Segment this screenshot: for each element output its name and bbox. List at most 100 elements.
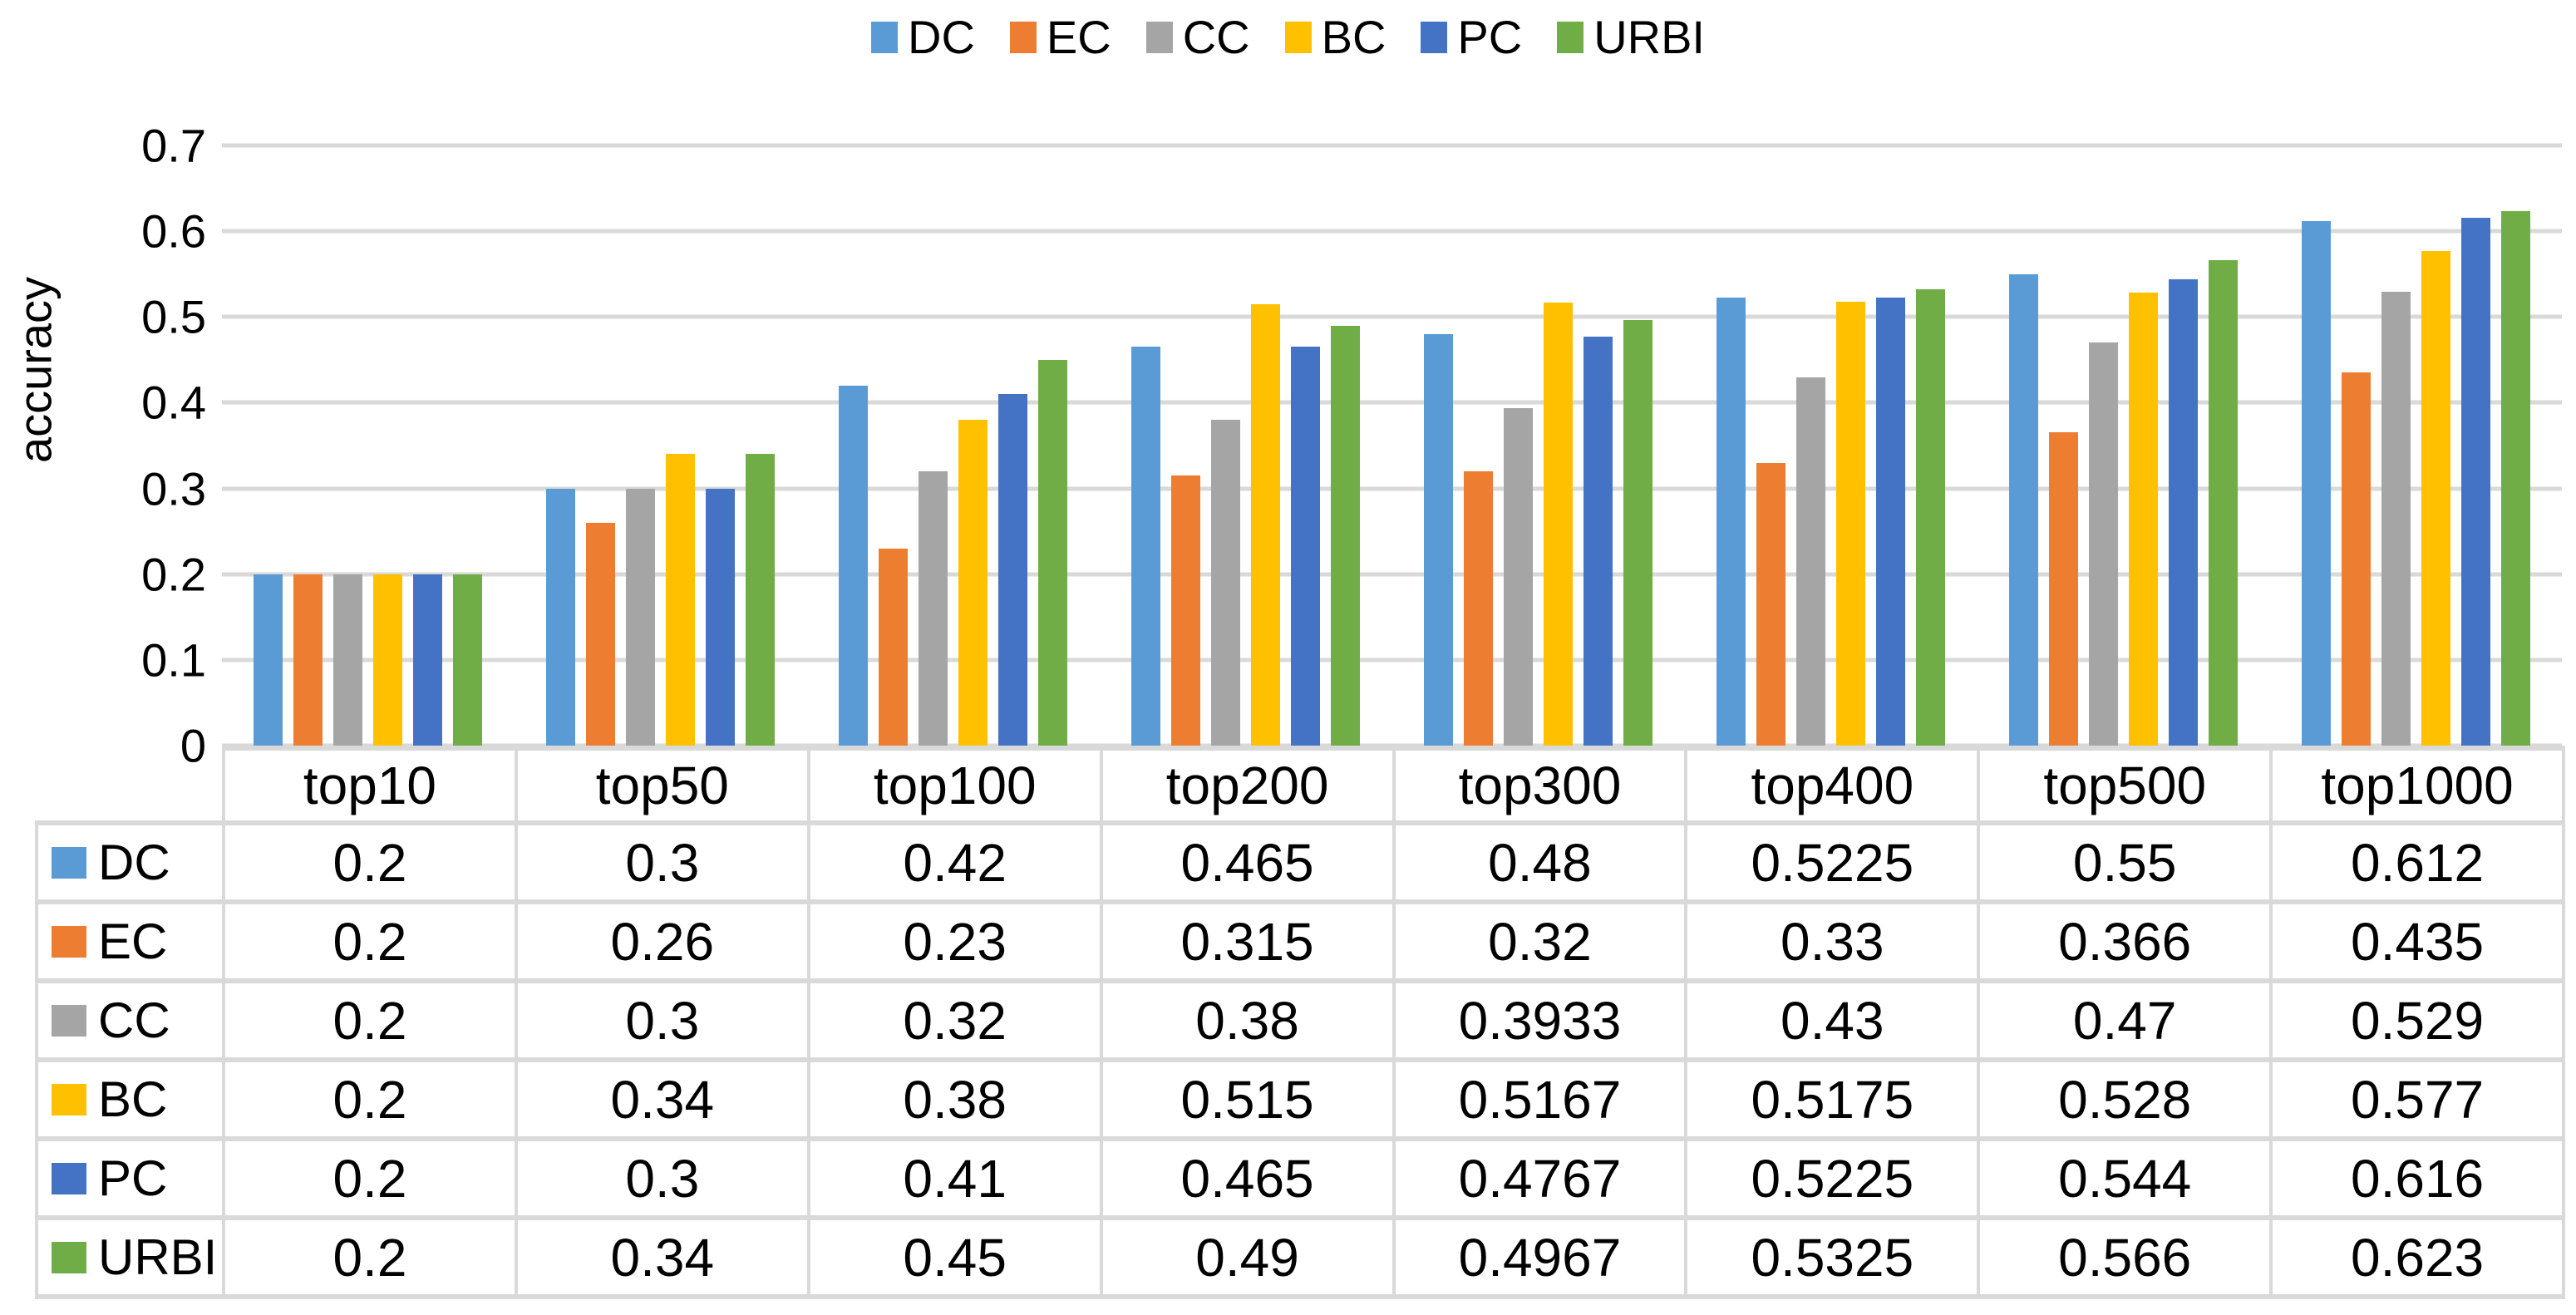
row-swatch-icon bbox=[52, 925, 86, 958]
gridline bbox=[222, 314, 2562, 319]
table-row-cc: CC 0.2 0.3 0.32 0.38 0.3933 0.43 0.47 0.529 bbox=[35, 978, 2565, 1062]
legend-swatch-icon bbox=[1284, 21, 1312, 53]
bar-pc-top1000 bbox=[2460, 217, 2490, 746]
bar-pc-top200 bbox=[1291, 347, 1321, 746]
row-swatch-icon bbox=[52, 846, 86, 879]
table-cell-dc-top500: 0.55 bbox=[1977, 820, 2273, 904]
table-cell-cc-top300: 0.3933 bbox=[1391, 978, 1688, 1062]
table-header-top400: top400 bbox=[1684, 746, 1981, 825]
table-row-label-dc: DC bbox=[35, 820, 225, 904]
table-row-ec: EC 0.2 0.26 0.23 0.315 0.32 0.33 0.366 0.435 bbox=[35, 899, 2565, 983]
bar-group-top1000 bbox=[2269, 145, 2562, 746]
y-tick-label: 0.1 bbox=[141, 633, 206, 687]
table-cell-bc-top500: 0.528 bbox=[1977, 1057, 2273, 1141]
bar-urbi-top1000 bbox=[2500, 211, 2530, 746]
table-cell-pc-top10: 0.2 bbox=[222, 1136, 518, 1220]
bar-group-top100 bbox=[807, 145, 1100, 746]
bar-urbi-top300 bbox=[1623, 319, 1652, 746]
y-tick-label: 0.5 bbox=[141, 290, 206, 343]
bar-dc-top200 bbox=[1131, 347, 1161, 746]
table-cell-bc-top100: 0.38 bbox=[806, 1057, 1103, 1141]
bar-ec-top100 bbox=[879, 548, 909, 746]
table-row-label-cc: CC bbox=[35, 978, 225, 1062]
table-header-top10: top10 bbox=[222, 746, 518, 825]
row-label-content: BC bbox=[38, 1071, 222, 1128]
y-tick-label: 0.4 bbox=[141, 376, 206, 429]
row-swatch-icon bbox=[52, 1162, 86, 1194]
y-tick-label: 0.3 bbox=[141, 462, 206, 515]
table-cell-dc-top50: 0.3 bbox=[514, 820, 810, 904]
bar-cc-top10 bbox=[333, 574, 363, 746]
bar-bc-top100 bbox=[958, 420, 988, 746]
bar-cc-top1000 bbox=[2381, 292, 2411, 746]
table-row-label-urbi: URBI bbox=[35, 1215, 225, 1299]
y-tick-label: 0.2 bbox=[141, 548, 206, 601]
row-swatch-icon bbox=[52, 1004, 86, 1037]
bar-urbi-top200 bbox=[1331, 325, 1361, 746]
bar-urbi-top10 bbox=[453, 574, 483, 746]
table-cell-pc-top300: 0.4767 bbox=[1391, 1136, 1688, 1220]
legend-label: EC bbox=[1046, 11, 1111, 63]
table-row-label-ec: EC bbox=[35, 899, 225, 983]
table-cell-dc-top300: 0.48 bbox=[1391, 820, 1688, 904]
bar-bc-top50 bbox=[666, 454, 696, 746]
bar-dc-top1000 bbox=[2301, 220, 2331, 746]
table-cell-bc-top400: 0.5175 bbox=[1684, 1057, 1981, 1141]
bar-dc-top100 bbox=[839, 385, 869, 746]
bar-urbi-top500 bbox=[2208, 260, 2238, 746]
table-header-top500: top500 bbox=[1977, 746, 2273, 825]
bar-ec-top50 bbox=[586, 522, 616, 746]
legend-item-dc: DC bbox=[871, 10, 975, 64]
gridline bbox=[222, 658, 2562, 662]
bar-cc-top100 bbox=[919, 470, 948, 746]
legend-label: PC bbox=[1457, 11, 1523, 63]
table-cell-ec-top500: 0.366 bbox=[1977, 899, 2273, 983]
table-cell-dc-top400: 0.5225 bbox=[1684, 820, 1981, 904]
table-cell-pc-top100: 0.41 bbox=[806, 1136, 1103, 1220]
bar-dc-top10 bbox=[254, 574, 283, 746]
bar-groups bbox=[222, 145, 2562, 746]
gridline bbox=[222, 572, 2562, 577]
table-cell-urbi-top100: 0.45 bbox=[806, 1215, 1103, 1299]
table-body: top10 top50 top100 top200 top300 top400 top500… bbox=[35, 746, 2565, 1299]
table-cell-cc-top10: 0.2 bbox=[222, 978, 518, 1062]
bar-ec-top300 bbox=[1463, 470, 1493, 746]
row-label-text: BC bbox=[98, 1071, 168, 1127]
table-cell-cc-top200: 0.38 bbox=[1099, 978, 1396, 1062]
bar-group-top10 bbox=[222, 145, 515, 746]
table-cell-bc-top1000: 0.577 bbox=[2269, 1057, 2565, 1141]
data-table: top10 top50 top100 top200 top300 top400 top500… bbox=[35, 746, 2565, 1299]
table-cell-bc-top50: 0.34 bbox=[514, 1057, 810, 1141]
table-cell-cc-top100: 0.32 bbox=[806, 978, 1103, 1062]
table-cell-ec-top100: 0.23 bbox=[806, 899, 1103, 983]
bar-ec-top200 bbox=[1171, 475, 1201, 746]
table-cell-urbi-top200: 0.49 bbox=[1099, 1215, 1396, 1299]
table-header-top1000: top1000 bbox=[2269, 746, 2565, 825]
row-label-content: CC bbox=[38, 992, 222, 1049]
bar-ec-top400 bbox=[1756, 462, 1785, 746]
row-swatch-icon bbox=[52, 1241, 86, 1273]
row-label-text: CC bbox=[98, 992, 170, 1048]
bar-urbi-top50 bbox=[746, 454, 776, 746]
bar-pc-top10 bbox=[413, 574, 443, 746]
bar-bc-top400 bbox=[1835, 302, 1865, 746]
bar-bc-top200 bbox=[1251, 303, 1281, 746]
table-cell-pc-top500: 0.544 bbox=[1977, 1136, 2273, 1220]
row-label-content: DC bbox=[38, 834, 222, 891]
table-cell-dc-top1000: 0.612 bbox=[2269, 820, 2565, 904]
table-cell-ec-top1000: 0.435 bbox=[2269, 899, 2565, 983]
bar-ec-top10 bbox=[293, 574, 323, 746]
table-cell-pc-top50: 0.3 bbox=[514, 1136, 810, 1220]
legend-item-urbi: URBI bbox=[1557, 10, 1705, 64]
table-row-bc: BC 0.2 0.34 0.38 0.515 0.5167 0.5175 0.528 0.577 bbox=[35, 1057, 2565, 1141]
bar-pc-top50 bbox=[706, 488, 736, 746]
table-header-row: top10 top50 top100 top200 top300 top400 top500… bbox=[37, 746, 2565, 825]
bar-bc-top300 bbox=[1543, 303, 1573, 746]
table-cell-ec-top50: 0.26 bbox=[514, 899, 810, 983]
table-row-dc: DC 0.2 0.3 0.42 0.465 0.48 0.5225 0.55 0.612 bbox=[35, 820, 2565, 904]
table-header-top300: top300 bbox=[1391, 746, 1688, 825]
y-axis-ticks: 0.7 0.6 0.5 0.4 0.3 0.2 0.1 0 bbox=[0, 120, 206, 772]
gridline bbox=[222, 229, 2562, 234]
table-row-label-bc: BC bbox=[35, 1057, 225, 1141]
